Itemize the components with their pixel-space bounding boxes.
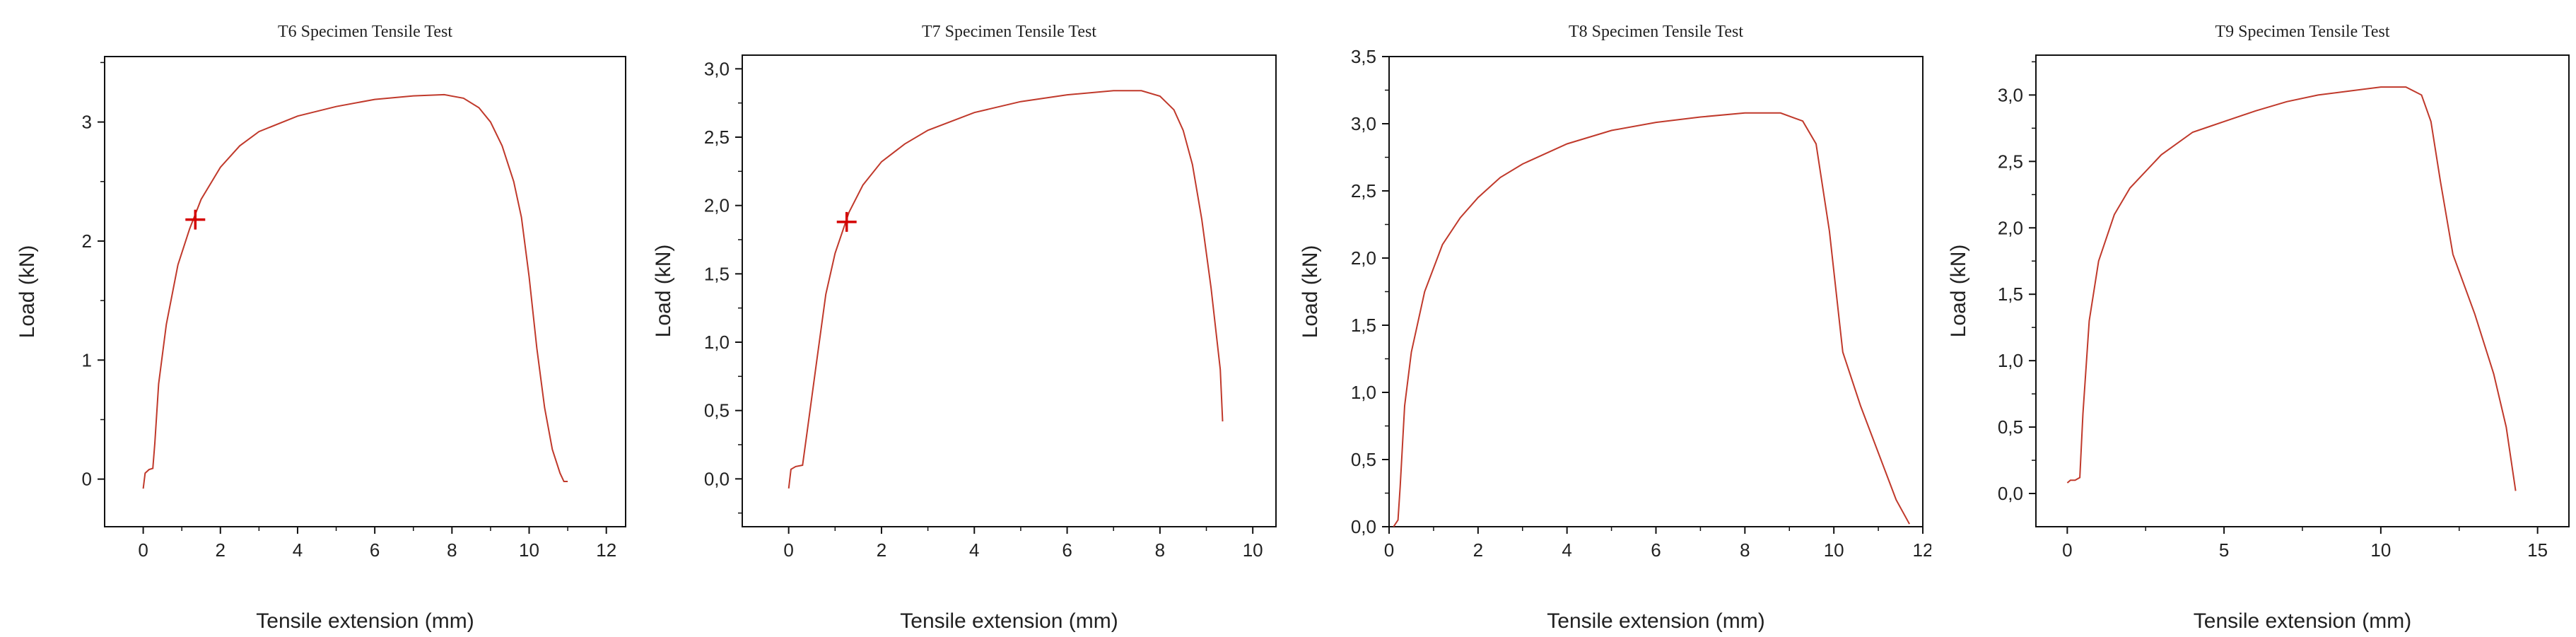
y-tick-label: 1 <box>82 349 92 370</box>
x-tick-label: 0 <box>138 539 148 561</box>
x-tick-label: 15 <box>2527 539 2548 561</box>
x-tick-label: 8 <box>1740 539 1750 561</box>
x-tick-label: 10 <box>1824 539 1844 561</box>
x-tick-label: 6 <box>370 539 380 561</box>
chart-title: T6 Specimen Tensile Test <box>278 23 452 41</box>
y-tick-label: 3,5 <box>1351 46 1376 67</box>
plus-marker <box>836 211 857 232</box>
x-tick-label: 6 <box>1062 539 1072 561</box>
x-tick-label: 8 <box>447 539 457 561</box>
chart-panel-t8: T8 Specimen Tensile Test 0 2 4 6 8 10 12 0,0 0,5 1… <box>1283 0 1931 637</box>
chart-t8: T8 Specimen Tensile Test 0 2 4 6 8 10 12 0,0 0,5 1… <box>1299 23 1931 633</box>
y-tick-label: 0,0 <box>1351 516 1376 537</box>
chart-t9: T9 Specimen Tensile Test 0 5 10 15 0,0 0,5 1,0 1… <box>1947 23 2570 633</box>
y-tick-label: 2,0 <box>704 195 730 216</box>
x-tick-label: 8 <box>1155 539 1165 561</box>
x-tick-label: 10 <box>2370 539 2391 561</box>
x-tick-label: 10 <box>519 539 539 561</box>
y-tick-label: 3,0 <box>1998 84 2023 105</box>
series-line <box>142 93 568 489</box>
y-axis-label: Load (kN) <box>652 245 675 338</box>
y-tick-label: 3,0 <box>1351 113 1376 134</box>
series-line <box>1393 112 1910 527</box>
x-tick-label: 2 <box>877 539 886 561</box>
y-tick-label: 1,5 <box>1998 284 2023 305</box>
x-tick-label: 5 <box>2219 539 2229 561</box>
x-axis-label: Tensile extension (mm) <box>256 609 474 633</box>
plot-frame <box>742 54 1277 527</box>
x-tick-label: 4 <box>293 539 303 561</box>
plot-frame <box>1388 56 1924 527</box>
x-axis-label: Tensile extension (mm) <box>900 609 1118 633</box>
y-tick-label: 0,5 <box>1998 416 2023 438</box>
x-tick-label: 6 <box>1651 539 1661 561</box>
chart-title: T7 Specimen Tensile Test <box>922 23 1096 41</box>
y-tick-label: 2,5 <box>1351 180 1376 201</box>
plot-frame <box>104 56 626 527</box>
y-tick-label: 1,5 <box>704 263 730 284</box>
x-tick-label: 2 <box>1473 539 1483 561</box>
y-tick-label: 0 <box>82 469 92 490</box>
chart-title: T9 Specimen Tensile Test <box>2215 23 2389 41</box>
plot-frame <box>2035 54 2570 527</box>
x-tick-label: 4 <box>1562 539 1571 561</box>
y-tick-label: 3 <box>82 112 92 133</box>
y-tick-label: 0,5 <box>704 400 730 421</box>
chart-panel-t6: T6 Specimen Tensile Test 0 2 4 6 8 10 12 0 1 2 3 Ten… <box>0 0 636 637</box>
y-axis-label: Load (kN) <box>16 245 39 339</box>
x-tick-label: 12 <box>1913 539 1931 561</box>
y-tick-label: 3,0 <box>704 58 730 79</box>
y-axis-label: Load (kN) <box>1947 245 1970 338</box>
x-axis-label: Tensile extension (mm) <box>1547 609 1764 633</box>
y-axis-label: Load (kN) <box>1299 245 1322 339</box>
chart-panel-t7: T7 Specimen Tensile Test 0 2 4 6 8 10 0,0 0,5 1,0… <box>636 0 1283 637</box>
x-tick-label: 4 <box>969 539 979 561</box>
plus-marker <box>185 209 206 230</box>
y-tick-label: 1,0 <box>1351 382 1376 403</box>
y-tick-label: 2 <box>82 230 92 252</box>
x-tick-label: 0 <box>2062 539 2072 561</box>
y-tick-label: 2,0 <box>1351 247 1376 269</box>
y-tick-label: 2,5 <box>704 127 730 148</box>
y-tick-label: 2,0 <box>1998 217 2023 238</box>
series-line <box>788 90 1224 489</box>
y-tick-label: 0,0 <box>1998 483 2023 504</box>
chart-title: T8 Specimen Tensile Test <box>1569 23 1743 41</box>
y-tick-label: 1,5 <box>1351 315 1376 336</box>
x-tick-label: 0 <box>1384 539 1394 561</box>
y-tick-label: 1,0 <box>1998 350 2023 371</box>
series-line <box>2066 86 2517 491</box>
chart-panel-t9: T9 Specimen Tensile Test 0 5 10 15 0,0 0,5 1,0 1… <box>1931 0 2576 637</box>
y-tick-label: 0,0 <box>704 468 730 489</box>
x-tick-label: 10 <box>1243 539 1263 561</box>
x-tick-label: 2 <box>216 539 226 561</box>
chart-t7: T7 Specimen Tensile Test 0 2 4 6 8 10 0,0 0,5 1,0… <box>652 23 1277 633</box>
x-axis-label: Tensile extension (mm) <box>2194 609 2411 633</box>
y-tick-label: 0,5 <box>1351 449 1376 470</box>
x-tick-label: 0 <box>783 539 793 561</box>
y-tick-label: 1,0 <box>704 332 730 353</box>
x-tick-label: 12 <box>596 539 616 561</box>
y-tick-label: 2,5 <box>1998 151 2023 172</box>
